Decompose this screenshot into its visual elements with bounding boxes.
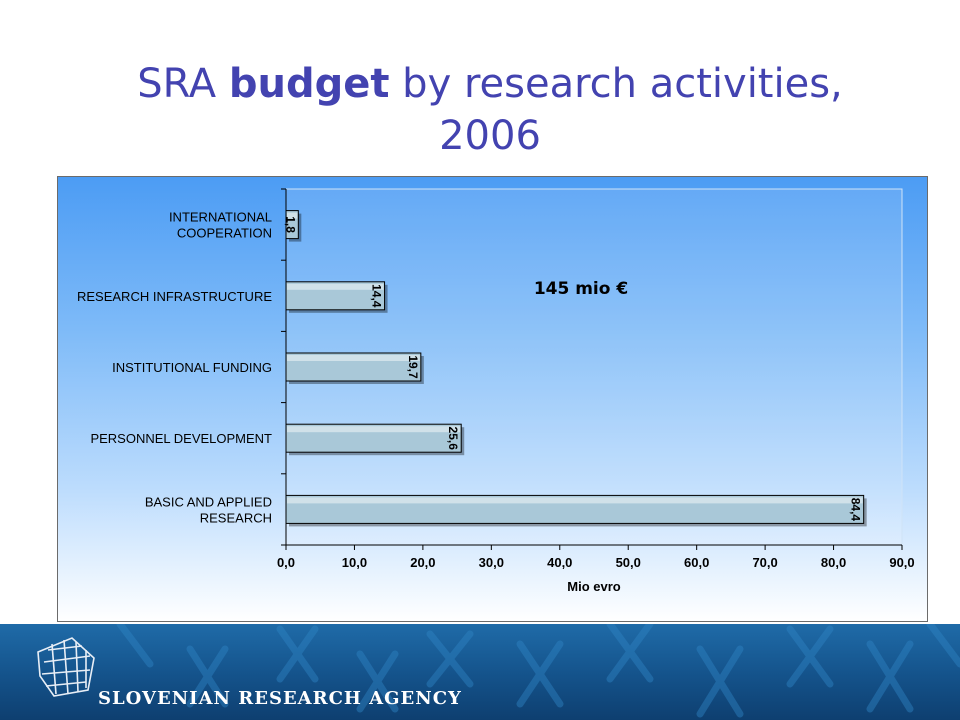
bar [285,210,299,240]
category-label: RESEARCH [200,510,272,525]
x-tick-label: 90,0 [889,555,914,570]
title-part-1: SRA [137,61,229,107]
footer-banner [0,624,960,720]
value-label: 25,6 [446,427,460,451]
bar-highlight [287,426,461,433]
x-tick-label: 10,0 [342,555,367,570]
total-annotation: 145 mio € [534,279,628,299]
value-label: 19,7 [406,355,420,379]
value-label: 1,8 [283,216,297,233]
bar [285,423,462,453]
bar-highlight [287,497,863,504]
x-tick-label: 40,0 [547,555,572,570]
chart-area: 0,0 10,0 20,0 30,0 40,0 50,0 60,0 70,0 80,0 90,0 M… [57,176,928,622]
title-bold-word: budget [228,61,390,107]
bar-chart: 0,0 10,0 20,0 30,0 40,0 50,0 60,0 70,0 80,0 90,0 M… [77,188,915,594]
x-tick-label: 70,0 [752,555,777,570]
slide-title: SRA budget by research activities, 2006 [60,58,920,162]
x-axis-title: Mio evro [567,579,621,594]
category-label: PERSONNEL DEVELOPMENT [90,431,272,446]
bar [285,352,422,382]
title-year: 2006 [439,113,541,159]
category-label: INTERNATIONAL [169,210,272,225]
agency-logo [37,637,95,697]
bar [285,281,386,311]
x-tick-label: 80,0 [821,555,846,570]
category-label: BASIC AND APPLIED [145,494,272,509]
agency-name: SLOVENIAN RESEARCH AGENCY [98,688,462,709]
x-tick-label: 50,0 [616,555,641,570]
bar-highlight [287,283,384,290]
x-tick-label: 0,0 [277,555,295,570]
bar-highlight [287,355,420,361]
footer-pattern [116,624,960,718]
category-label: RESEARCH INFRASTRUCTURE [77,289,272,304]
x-tick-label: 20,0 [410,555,435,570]
value-label: 14,4 [370,284,384,308]
x-tick-label: 60,0 [684,555,709,570]
title-part-2: by research activities, [389,61,843,107]
bar-highlight [287,212,298,219]
value-label: 84,4 [849,498,863,522]
x-tick-label: 30,0 [479,555,504,570]
bar [285,494,865,524]
category-label: COOPERATION [177,226,272,241]
category-label: INSTITUTIONAL FUNDING [112,360,272,375]
